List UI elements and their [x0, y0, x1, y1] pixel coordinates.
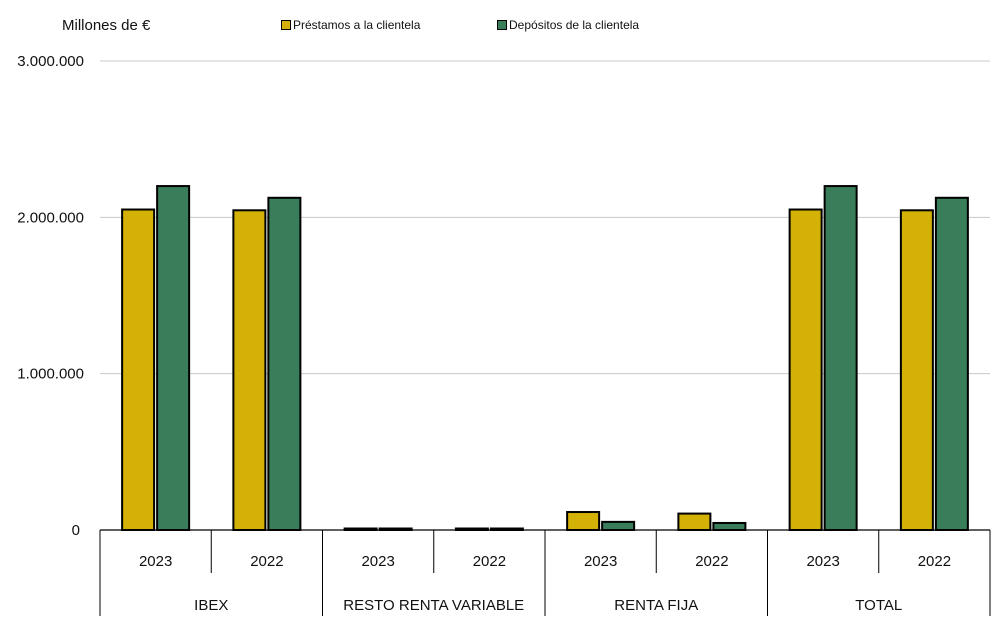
bar-prestamos [232, 209, 267, 531]
legend: Millones de € Préstamos a la clientela D… [0, 9, 1003, 34]
bar-depositos [712, 521, 747, 532]
y-tick-label: 1.000.000 [17, 366, 84, 383]
x-tick-label: 2022 [918, 553, 951, 570]
group-label: RENTA FIJA [614, 597, 698, 614]
y-axis: 3.000.000 2.000.000 1.000.000 0 [17, 53, 84, 539]
x-tick-label: 2022 [473, 553, 506, 570]
x-tick-label: 2022 [695, 553, 728, 570]
x-tick-label: 2023 [361, 553, 394, 570]
bar-prestamos [121, 208, 156, 531]
x-tick-label: 2023 [139, 553, 172, 570]
legend-item-prestamos: Préstamos a la clientela [281, 18, 420, 32]
bars [121, 185, 969, 532]
group-label: TOTAL [855, 597, 902, 614]
x-tick-label: 2023 [806, 553, 839, 570]
bar-prestamos [566, 511, 601, 531]
y-tick-label: 3.000.000 [17, 53, 84, 70]
y-tick-label: 2.000.000 [17, 209, 84, 226]
bar-depositos [934, 196, 969, 532]
bar-prestamos [788, 208, 823, 531]
bar-depositos [156, 185, 191, 531]
units-label: Millones de € [62, 17, 151, 34]
legend-label-prestamos: Préstamos a la clientela [293, 18, 421, 32]
bar-depositos [823, 185, 858, 531]
legend-swatch-depositos [497, 20, 507, 30]
legend-item-depositos: Depósitos de la clientela [497, 18, 639, 32]
bar-prestamos [677, 512, 712, 532]
legend-label-depositos: Depósitos de la clientela [509, 18, 640, 32]
legend-swatch-prestamos [281, 20, 291, 30]
bar-depositos [601, 520, 636, 531]
group-label: RESTO RENTA VARIABLE [343, 597, 524, 614]
x-axis: 2023 2022 2023 2022 2023 2022 2023 2022 IBEX REST… [99, 529, 991, 616]
group-label: IBEX [194, 597, 228, 614]
bar-depositos [267, 196, 302, 532]
y-tick-label: 0 [72, 522, 80, 539]
x-tick-label: 2023 [584, 553, 617, 570]
x-tick-label: 2022 [250, 553, 283, 570]
bar-prestamos [899, 209, 934, 531]
